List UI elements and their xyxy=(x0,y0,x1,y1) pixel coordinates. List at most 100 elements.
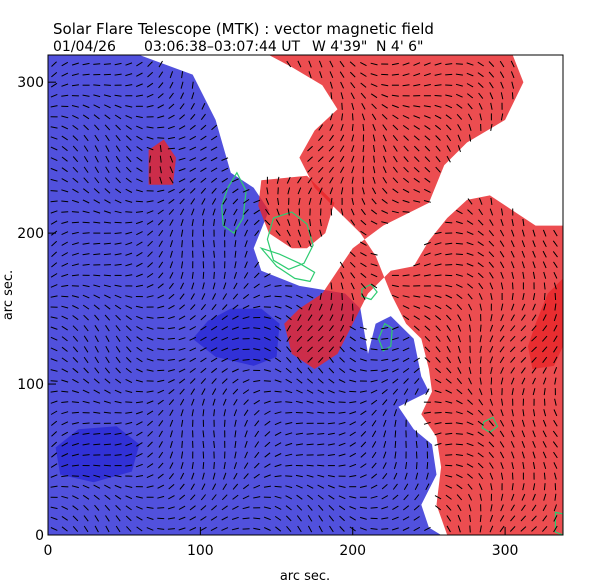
field-vector xyxy=(340,134,345,142)
field-vector xyxy=(253,484,261,489)
field-vector xyxy=(553,261,558,268)
field-vector xyxy=(103,274,111,277)
field-vector xyxy=(221,357,229,362)
field-vector xyxy=(500,462,504,469)
field-vector xyxy=(83,356,89,364)
field-vector xyxy=(413,125,420,130)
field-vector xyxy=(318,187,323,195)
field-vector xyxy=(136,72,143,77)
field-vector xyxy=(446,145,451,152)
field-vector xyxy=(263,516,271,521)
field-vector xyxy=(455,263,463,266)
field-vector xyxy=(114,73,122,76)
field-vector xyxy=(146,506,154,509)
field-vector xyxy=(307,156,313,162)
field-vector xyxy=(61,401,69,403)
field-vector xyxy=(318,124,324,131)
field-vector xyxy=(500,504,504,512)
field-vector xyxy=(200,505,207,511)
field-vector xyxy=(511,409,514,417)
field-vector xyxy=(402,211,410,213)
field-vector xyxy=(115,378,122,384)
field-vector xyxy=(543,388,546,396)
field-vector xyxy=(136,61,143,67)
field-vector xyxy=(157,189,165,193)
field-vector xyxy=(415,430,418,438)
field-vector xyxy=(455,93,463,98)
field-vector xyxy=(94,166,100,173)
field-vector xyxy=(307,525,313,533)
field-vector xyxy=(488,251,495,258)
field-vector xyxy=(167,327,175,330)
field-vector xyxy=(466,463,474,468)
field-vector xyxy=(221,315,228,321)
field-vector xyxy=(157,399,164,405)
field-vector xyxy=(382,187,388,194)
field-vector xyxy=(71,464,79,467)
field-vector xyxy=(553,314,557,322)
field-vector xyxy=(167,125,175,130)
field-vector xyxy=(340,271,345,279)
field-vector xyxy=(329,177,334,184)
field-vector xyxy=(415,472,419,480)
field-vector xyxy=(71,432,79,436)
field-vector xyxy=(330,282,333,290)
field-vector xyxy=(445,104,453,109)
field-vector xyxy=(402,188,410,193)
field-vector xyxy=(200,336,207,341)
field-vector xyxy=(360,441,367,448)
field-vector xyxy=(114,253,122,256)
field-vector xyxy=(82,494,90,500)
field-vector xyxy=(190,113,196,120)
field-vector xyxy=(231,516,239,520)
field-vector xyxy=(553,271,558,279)
field-vector xyxy=(221,326,229,331)
field-vector xyxy=(61,305,69,309)
field-vector xyxy=(511,388,514,396)
field-vector xyxy=(61,475,69,478)
field-vector xyxy=(200,167,207,173)
field-vector xyxy=(466,273,474,278)
field-vector xyxy=(83,155,89,163)
field-vector xyxy=(466,220,474,225)
field-vector xyxy=(115,346,121,353)
field-vector xyxy=(424,315,431,321)
field-vector xyxy=(61,83,69,87)
field-vector xyxy=(286,346,292,353)
field-vector xyxy=(500,219,504,227)
field-vector xyxy=(509,335,516,342)
field-vector xyxy=(104,504,111,511)
field-vector xyxy=(543,472,546,480)
field-vector xyxy=(339,335,345,342)
field-vector xyxy=(381,389,388,395)
field-vector xyxy=(181,240,183,248)
field-vector xyxy=(338,453,346,457)
field-vector xyxy=(338,390,346,393)
field-vector xyxy=(522,388,525,396)
field-vector xyxy=(125,221,133,224)
field-vector xyxy=(479,345,482,353)
field-vector xyxy=(468,504,472,512)
field-vector xyxy=(169,240,173,248)
field-vector xyxy=(467,113,473,121)
field-vector xyxy=(489,219,494,226)
field-vector xyxy=(114,210,122,214)
field-vector xyxy=(456,377,462,385)
field-vector xyxy=(159,176,163,184)
field-vector xyxy=(221,188,228,194)
field-vector xyxy=(179,293,185,300)
field-vector xyxy=(147,61,153,67)
field-vector xyxy=(233,472,238,480)
field-vector xyxy=(135,401,143,404)
field-vector xyxy=(94,155,99,163)
field-vector xyxy=(543,271,547,279)
field-vector xyxy=(341,102,343,110)
field-vector xyxy=(61,526,68,532)
field-vector xyxy=(136,357,143,363)
field-vector xyxy=(489,462,494,469)
field-vector xyxy=(413,84,421,87)
field-vector xyxy=(50,400,58,404)
field-vector xyxy=(468,303,473,311)
field-vector xyxy=(298,219,301,227)
field-vector xyxy=(381,221,389,224)
